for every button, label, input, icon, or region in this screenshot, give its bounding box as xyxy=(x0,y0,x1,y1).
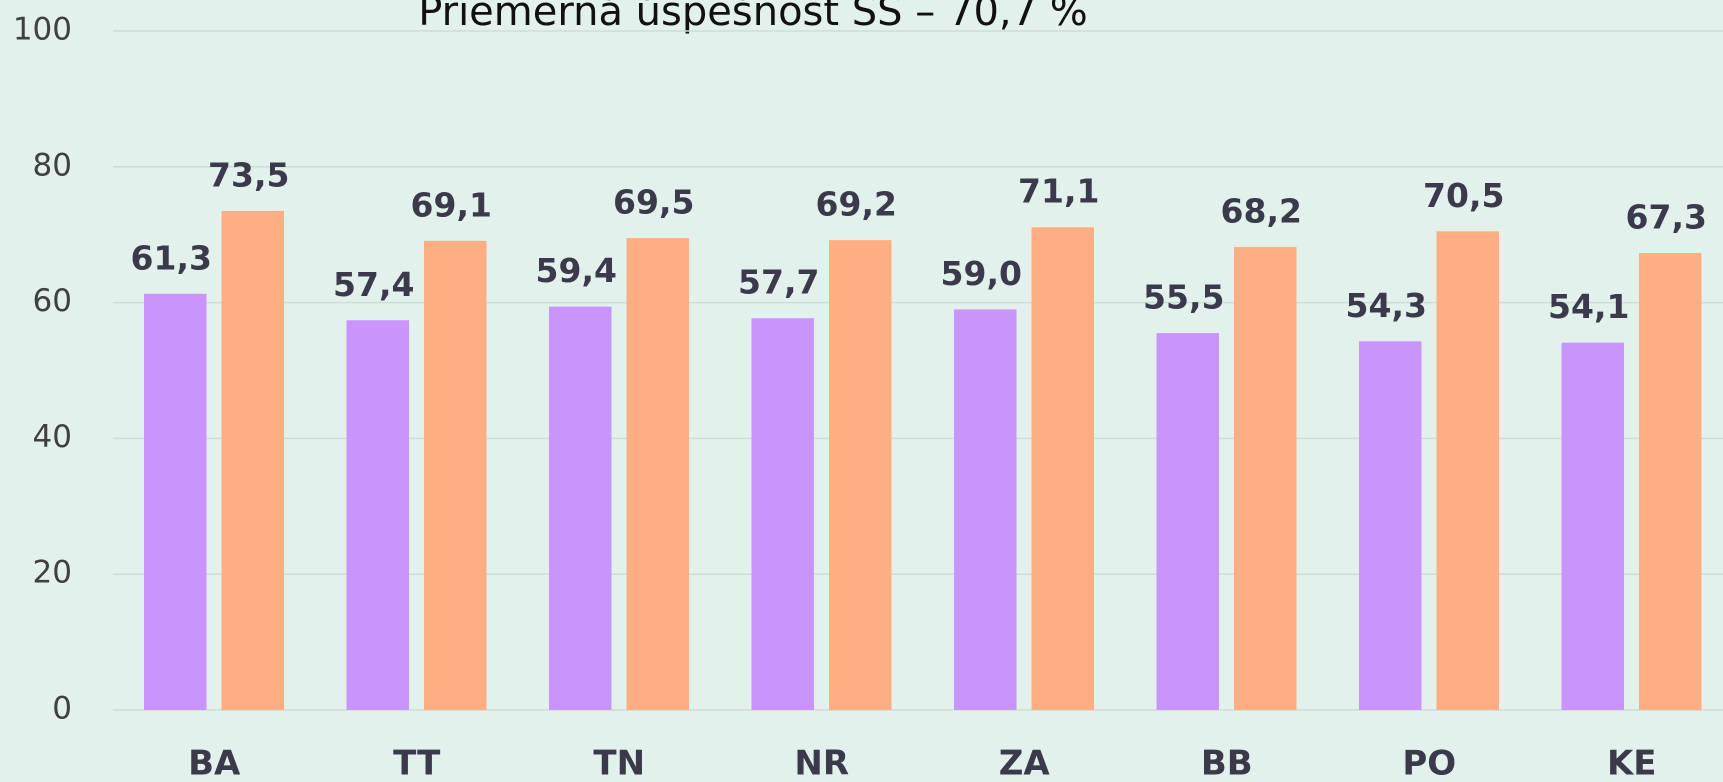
y-tick-label: 60 xyxy=(33,283,72,319)
y-tick-label: 100 xyxy=(13,12,72,48)
value-label: 59,0 xyxy=(941,254,1022,293)
bar xyxy=(1561,342,1624,710)
value-label: 73,5 xyxy=(208,155,289,194)
x-tick-label: KE xyxy=(1607,744,1657,782)
bar xyxy=(829,240,892,710)
value-label: 54,3 xyxy=(1346,286,1427,325)
y-tick-label: 40 xyxy=(33,419,72,455)
bar xyxy=(1234,246,1297,710)
y-tick-label: 0 xyxy=(52,691,72,727)
y-tick-label: 20 xyxy=(33,555,72,591)
value-label: 57,4 xyxy=(333,265,414,304)
bar xyxy=(1156,333,1219,710)
value-label: 54,1 xyxy=(1548,287,1629,326)
bar xyxy=(626,238,689,710)
bar xyxy=(549,306,612,710)
x-tick-label: BA xyxy=(188,744,241,782)
bar xyxy=(1031,227,1094,710)
x-tick-label: TT xyxy=(393,744,441,782)
bar xyxy=(1639,253,1702,710)
value-label: 69,2 xyxy=(816,185,897,224)
x-tick-label: NR xyxy=(794,744,849,782)
value-label: 61,3 xyxy=(131,238,212,277)
bar xyxy=(954,309,1017,710)
bar xyxy=(1359,341,1422,710)
bar xyxy=(144,293,207,710)
x-tick-label: TN xyxy=(593,744,645,782)
value-label: 71,1 xyxy=(1018,172,1099,211)
value-label: 55,5 xyxy=(1143,278,1224,317)
value-label: 69,5 xyxy=(613,183,694,222)
value-label: 69,1 xyxy=(411,185,492,224)
x-tick-label: ZA xyxy=(999,744,1051,782)
chart-title: Priemerná úspešnosť SŠ – 70,7 % xyxy=(418,0,1088,35)
value-label: 57,7 xyxy=(738,263,819,302)
value-label: 68,2 xyxy=(1221,191,1302,230)
bar xyxy=(221,210,284,710)
value-label: 59,4 xyxy=(536,251,617,290)
bar xyxy=(1436,231,1499,710)
bar xyxy=(751,318,814,710)
bar xyxy=(346,320,409,710)
x-tick-label: PO xyxy=(1402,744,1456,782)
value-label: 70,5 xyxy=(1423,176,1504,215)
value-label: 67,3 xyxy=(1626,198,1707,237)
x-tick-label: BB xyxy=(1201,744,1253,782)
bar xyxy=(424,240,487,710)
y-tick-label: 80 xyxy=(33,147,72,183)
